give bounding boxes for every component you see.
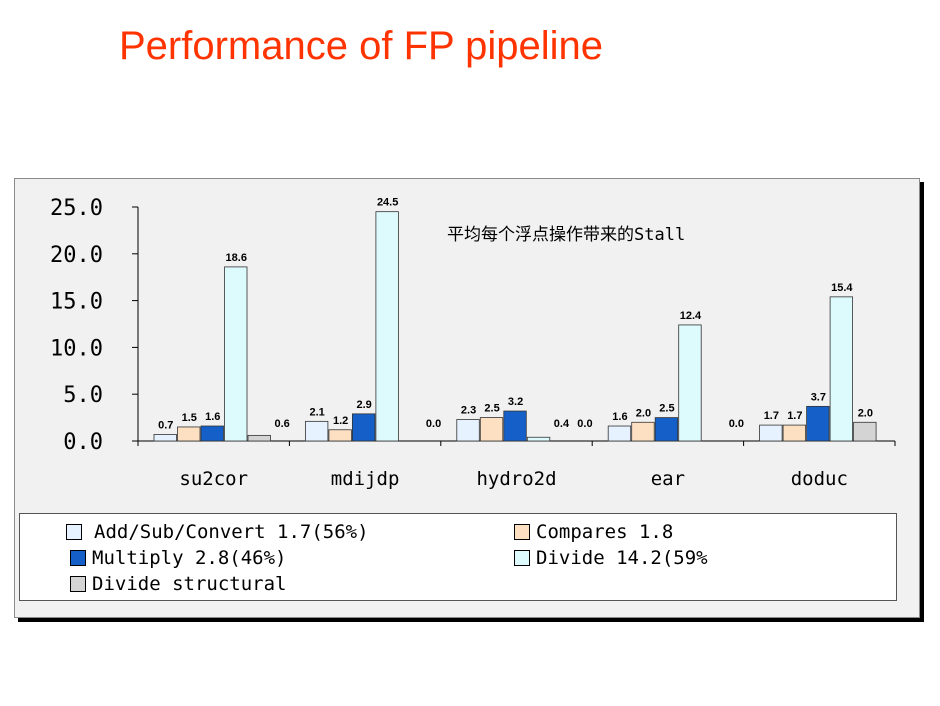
category-label: mdijdp: [331, 468, 400, 490]
legend-swatch-divide: [514, 550, 530, 566]
legend-entry-compares: Compares 1.8: [514, 521, 673, 543]
data-label: 1.2: [333, 415, 348, 427]
legend-entry-divide: Divide 14.2(59%: [514, 547, 708, 569]
data-label: 1.7: [764, 410, 779, 422]
legend-label: Add/Sub/Convert 1.7(56%): [94, 521, 369, 543]
data-label: 3.7: [811, 391, 826, 403]
bar: [759, 424, 783, 442]
bar: [678, 324, 702, 442]
y-tick-label: 25.0: [50, 196, 103, 221]
data-label: 0.7: [158, 419, 173, 431]
bar: [654, 417, 679, 442]
bar: [806, 405, 830, 442]
category-label: ear: [651, 468, 685, 490]
data-label: 2.9: [357, 399, 372, 411]
data-label: 2.3: [461, 404, 476, 416]
data-label: 2.0: [858, 407, 873, 419]
legend-label: Multiply 2.8(46%): [92, 547, 287, 569]
bar: [351, 413, 376, 442]
y-tick-label: 0.0: [63, 430, 103, 455]
bar: [224, 266, 248, 442]
data-label: 15.4: [831, 282, 853, 294]
y-tick-label: 10.0: [50, 336, 103, 361]
data-label: 12.4: [680, 310, 702, 322]
data-label: 0.0: [577, 418, 592, 430]
bar-chart: 平均每个浮点操作带来的Stall 0.05.010.015.020.025.0 …: [50, 196, 896, 490]
y-tick-label: 5.0: [63, 383, 103, 408]
bar: [247, 434, 271, 442]
legend-swatch-compares: [514, 524, 530, 540]
legend-label: Divide 14.2(59%: [536, 547, 708, 569]
y-tick-label: 15.0: [50, 290, 103, 315]
category-label: su2cor: [179, 468, 248, 490]
bar: [200, 425, 224, 442]
bar: [607, 425, 632, 442]
legend-swatch-add-sub-convert: [66, 524, 82, 540]
data-label: 1.6: [612, 411, 627, 423]
data-label: 24.5: [377, 197, 398, 209]
y-tick-label: 20.0: [50, 243, 103, 268]
bar: [853, 421, 877, 442]
bar: [479, 417, 504, 442]
bar: [829, 296, 853, 442]
legend-entry-divide-structural: Divide structural: [70, 573, 286, 595]
bar: [631, 421, 655, 442]
bar: [456, 419, 480, 442]
chart-legend: Add/Sub/Convert 1.7(56%) Compares 1.8 Mu…: [19, 513, 897, 601]
bar: [375, 211, 399, 442]
chart-title: 平均每个浮点操作带来的Stall: [447, 225, 685, 245]
data-label: 1.5: [182, 412, 197, 424]
data-label: 2.0: [636, 407, 651, 419]
legend-swatch-multiply: [70, 550, 86, 566]
data-label: 2.5: [659, 403, 674, 415]
bar: [526, 436, 551, 442]
data-label: 3.2: [508, 396, 523, 408]
slide-title: Performance of FP pipeline: [119, 24, 603, 68]
bar: [304, 420, 329, 442]
bar: [782, 424, 806, 442]
category-label: doduc: [791, 468, 848, 490]
bar: [328, 429, 352, 442]
legend-entry-multiply: Multiply 2.8(46%): [70, 547, 286, 569]
legend-label: Compares 1.8: [536, 521, 674, 543]
legend-entry-add-sub-convert: Add/Sub/Convert 1.7(56%): [66, 521, 369, 543]
legend-label: Divide structural: [92, 573, 287, 595]
legend-swatch-divide-structural: [70, 576, 86, 592]
bar: [503, 410, 527, 442]
bar: [177, 426, 201, 442]
data-label: 0.6: [275, 418, 290, 430]
data-label: 0.0: [729, 418, 744, 430]
category-label: hydro2d: [476, 468, 556, 490]
data-label: 0.4: [554, 418, 570, 430]
data-label: 2.5: [484, 403, 499, 415]
data-label: 0.0: [426, 418, 441, 430]
chart-frame: 平均每个浮点操作带来的Stall 0.0 5.0 10.0 15.0 20.0 25.0 …: [14, 178, 920, 618]
data-label: 1.7: [787, 410, 802, 422]
data-label: 1.6: [205, 411, 220, 423]
bar: [153, 434, 177, 442]
data-label: 18.6: [226, 252, 247, 264]
data-label: 2.1: [310, 406, 325, 418]
